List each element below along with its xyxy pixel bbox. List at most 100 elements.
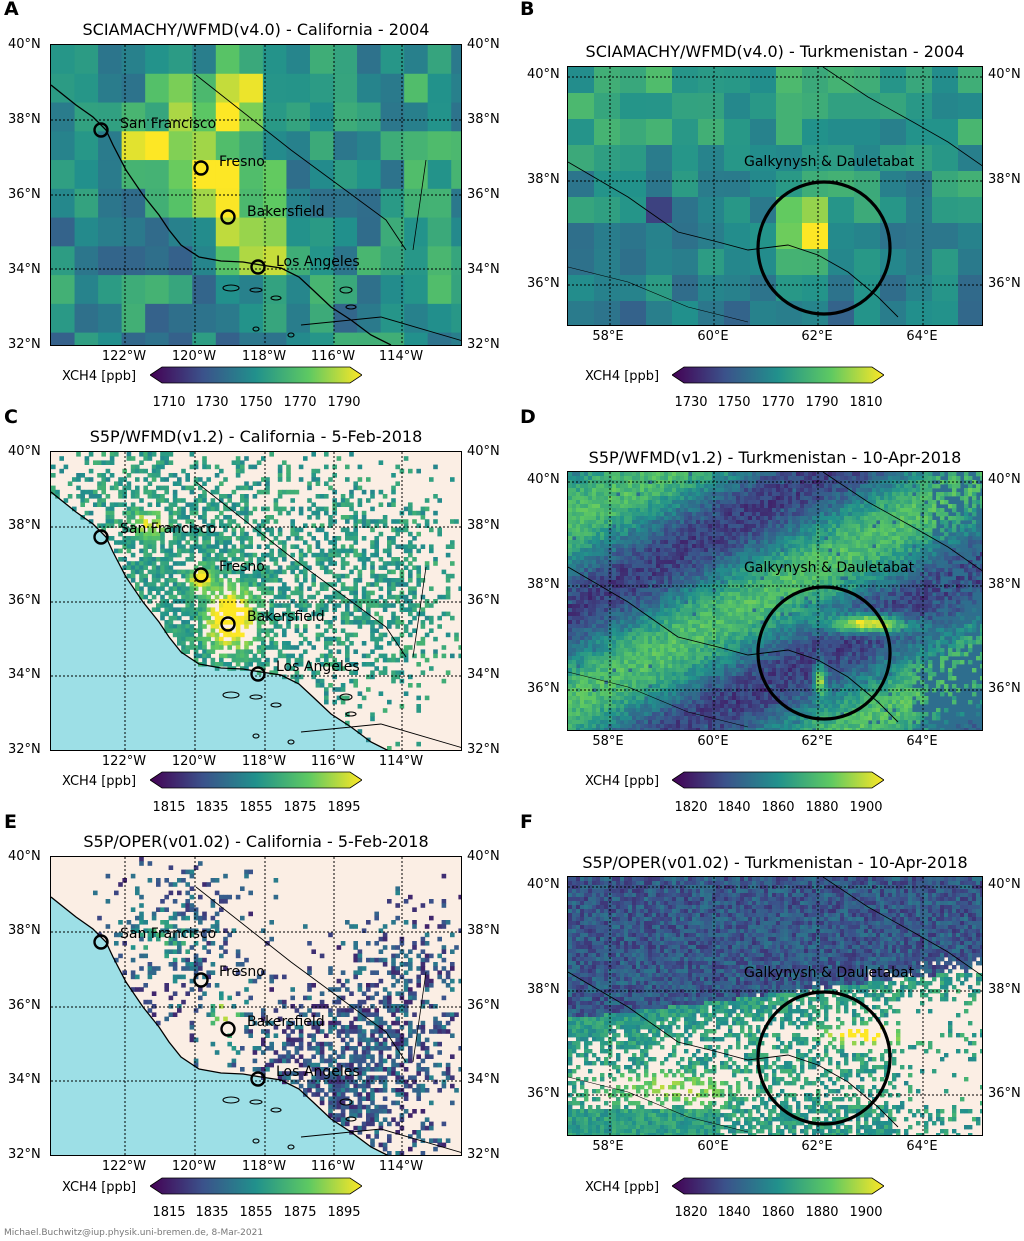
colorbar	[150, 366, 362, 384]
lat-label: 36°N	[8, 593, 41, 608]
lat-label: 40°N	[988, 67, 1021, 82]
colorbar-tick: 1880	[805, 1205, 839, 1220]
lon-label: 58°E	[592, 1139, 624, 1154]
lat-label: 40°N	[988, 472, 1021, 487]
colorbar-tick: 1875	[283, 1205, 317, 1220]
lat-label: 32°N	[8, 1147, 41, 1162]
lat-label: 40°N	[8, 849, 41, 864]
lon-label: 60°E	[697, 734, 729, 749]
lat-label: 40°N	[527, 472, 560, 487]
panel-title: SCIAMACHY/WFMD(v4.0) - Turkmenistan - 20…	[585, 42, 965, 61]
panel-title: SCIAMACHY/WFMD(v4.0) - California - 2004	[82, 20, 430, 39]
colorbar-tick: 1875	[283, 800, 317, 815]
lon-label: 116°W	[310, 349, 356, 364]
lon-label: 114°W	[378, 1159, 424, 1174]
city-label-los-angeles: Los Angeles	[276, 254, 360, 270]
lon-label: 114°W	[378, 754, 424, 769]
lat-label: 36°N	[527, 1086, 560, 1101]
lon-label: 122°W	[101, 349, 147, 364]
colorbar-tick: 1770	[761, 395, 795, 410]
lat-label: 38°N	[527, 577, 560, 592]
colorbar-tick: 1710	[152, 395, 186, 410]
lat-label: 34°N	[8, 1072, 41, 1087]
panel-letter: B	[520, 0, 535, 20]
map-turkmenistan-wfmd[interactable]	[567, 471, 983, 731]
colorbar-tick: 1900	[849, 800, 883, 815]
lat-label: 36°N	[8, 187, 41, 202]
map-turkmenistan-2004[interactable]	[567, 66, 983, 326]
colorbar-tick: 1750	[717, 395, 751, 410]
colorbar-label: XCH4 [ppb]	[62, 369, 137, 384]
site-label: Galkynysh & Dauletabat	[744, 154, 915, 170]
lat-label: 38°N	[467, 112, 500, 127]
lat-label: 34°N	[467, 1072, 500, 1087]
lat-label: 40°N	[527, 67, 560, 82]
lat-label: 36°N	[527, 276, 560, 291]
colorbar-tick: 1790	[805, 395, 839, 410]
lon-label: 60°E	[697, 329, 729, 344]
colorbar-tick: 1790	[327, 395, 361, 410]
lon-label: 120°W	[171, 754, 217, 769]
lat-label: 34°N	[8, 667, 41, 682]
colorbar	[672, 771, 884, 789]
colorbar	[672, 1177, 884, 1195]
city-label-los-angeles: Los Angeles	[276, 1064, 360, 1080]
lat-label: 38°N	[988, 577, 1021, 592]
lon-label: 62°E	[801, 1139, 833, 1154]
lat-label: 34°N	[467, 262, 500, 277]
lon-label: 118°W	[241, 1159, 287, 1174]
lat-label: 38°N	[527, 172, 560, 187]
city-label-bakersfield: Bakersfield	[247, 204, 325, 220]
footer-credit: Michael.Buchwitz@iup.physik.uni-bremen.d…	[4, 1228, 264, 1238]
panel-title: S5P/WFMD(v1.2) - California - 5-Feb-2018	[89, 427, 423, 446]
colorbar-label: XCH4 [ppb]	[585, 1180, 660, 1195]
city-label-san-francisco: San Francisco	[120, 926, 217, 942]
lon-label: 122°W	[101, 1159, 147, 1174]
colorbar-label: XCH4 [ppb]	[62, 1180, 137, 1195]
lon-label: 58°E	[592, 734, 624, 749]
lat-label: 40°N	[8, 444, 41, 459]
lon-label: 64°E	[906, 734, 938, 749]
lon-label: 62°E	[801, 734, 833, 749]
lat-label: 36°N	[467, 998, 500, 1013]
lat-label: 40°N	[8, 37, 41, 52]
city-label-bakersfield: Bakersfield	[247, 1014, 325, 1030]
colorbar-label: XCH4 [ppb]	[62, 774, 137, 789]
lat-label: 32°N	[467, 337, 500, 352]
colorbar	[672, 366, 884, 384]
colorbar-tick: 1815	[152, 800, 186, 815]
map-california-wfmd[interactable]	[50, 451, 462, 751]
city-label-fresno: Fresno	[219, 154, 265, 170]
lat-label: 36°N	[8, 998, 41, 1013]
site-label: Galkynysh & Dauletabat	[744, 965, 915, 981]
map-turkmenistan-oper[interactable]	[567, 876, 983, 1136]
city-label-bakersfield: Bakersfield	[247, 609, 325, 625]
colorbar-tick: 1815	[152, 1205, 186, 1220]
lon-label: 62°E	[801, 329, 833, 344]
lat-label: 36°N	[988, 1086, 1021, 1101]
panel-letter: F	[520, 811, 533, 833]
lat-label: 36°N	[988, 681, 1021, 696]
colorbar-tick: 1895	[327, 800, 361, 815]
map-california-2004[interactable]	[50, 44, 462, 346]
lon-label: 64°E	[906, 1139, 938, 1154]
lon-label: 120°W	[171, 349, 217, 364]
panel-title: S5P/WFMD(v1.2) - Turkmenistan - 10-Apr-2…	[588, 448, 962, 467]
lon-label: 118°W	[241, 754, 287, 769]
lat-label: 40°N	[467, 444, 500, 459]
lat-label: 34°N	[467, 667, 500, 682]
colorbar-tick: 1860	[761, 1205, 795, 1220]
lat-label: 40°N	[988, 877, 1021, 892]
lat-label: 38°N	[8, 518, 41, 533]
colorbar-tick: 1840	[717, 1205, 751, 1220]
lat-label: 32°N	[467, 1147, 500, 1162]
city-label-san-francisco: San Francisco	[120, 116, 217, 132]
map-california-oper[interactable]	[50, 856, 462, 1156]
colorbar-tick: 1840	[717, 800, 751, 815]
lat-label: 38°N	[8, 112, 41, 127]
colorbar-tick: 1750	[239, 395, 273, 410]
lat-label: 38°N	[988, 172, 1021, 187]
lon-label: 64°E	[906, 329, 938, 344]
panel-title: S5P/OPER(v01.02) - Turkmenistan - 10-Apr…	[582, 853, 968, 872]
lat-label: 40°N	[527, 877, 560, 892]
